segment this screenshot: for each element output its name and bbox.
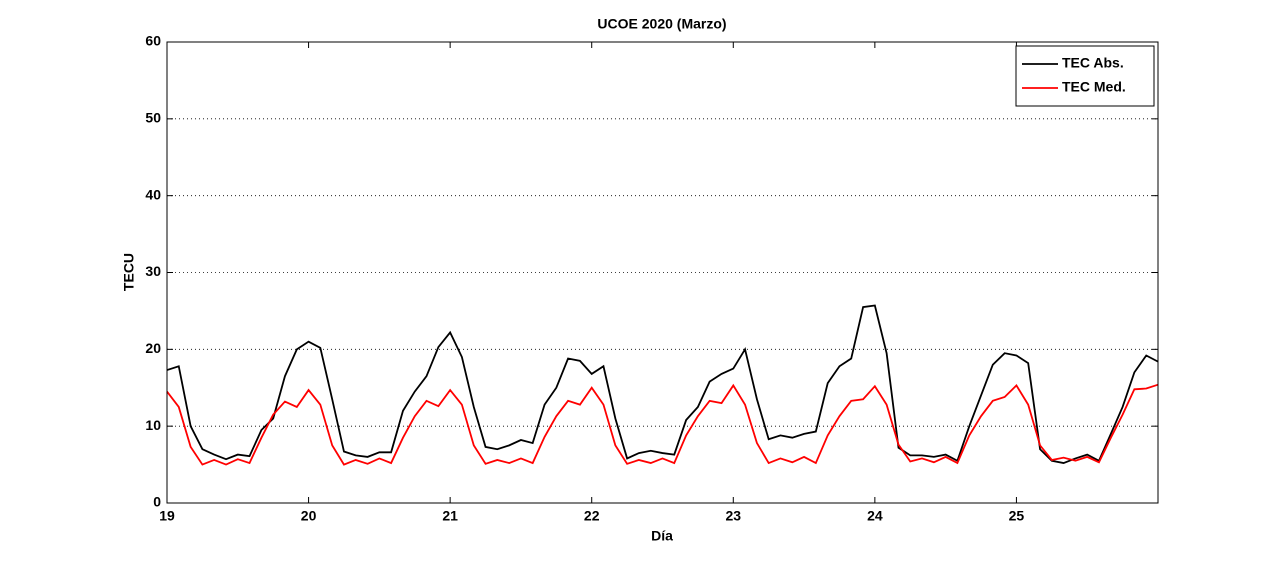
legend-box (1015, 45, 1155, 107)
y-tick-label: 30 (145, 263, 161, 279)
y-tick-label: 50 (145, 110, 161, 126)
y-tick-label: 40 (145, 186, 161, 202)
chart-title: UCOE 2020 (Marzo) (597, 16, 726, 32)
x-tick-label: 22 (584, 508, 600, 524)
legend-label: TEC Med. (1062, 79, 1126, 95)
plot-area (167, 42, 1158, 503)
data-line (166, 304, 1159, 464)
y-tick-label: 20 (145, 340, 161, 356)
x-tick-label: 21 (442, 508, 458, 524)
axes-box (166, 41, 1159, 504)
x-tick-label: 19 (159, 508, 175, 524)
data-line (166, 383, 1159, 466)
y-tick-label: 60 (145, 33, 161, 49)
y-tick-label: 0 (153, 494, 161, 510)
y-tick-label: 10 (145, 417, 161, 433)
x-axis-label: Día (651, 528, 673, 544)
x-tick-label: 20 (301, 508, 317, 524)
x-tick-label: 23 (725, 508, 741, 524)
x-tick-label: 24 (867, 508, 883, 524)
y-axis-label: TECU (121, 253, 137, 291)
x-tick-label: 25 (1009, 508, 1025, 524)
legend-label: TEC Abs. (1062, 55, 1124, 71)
